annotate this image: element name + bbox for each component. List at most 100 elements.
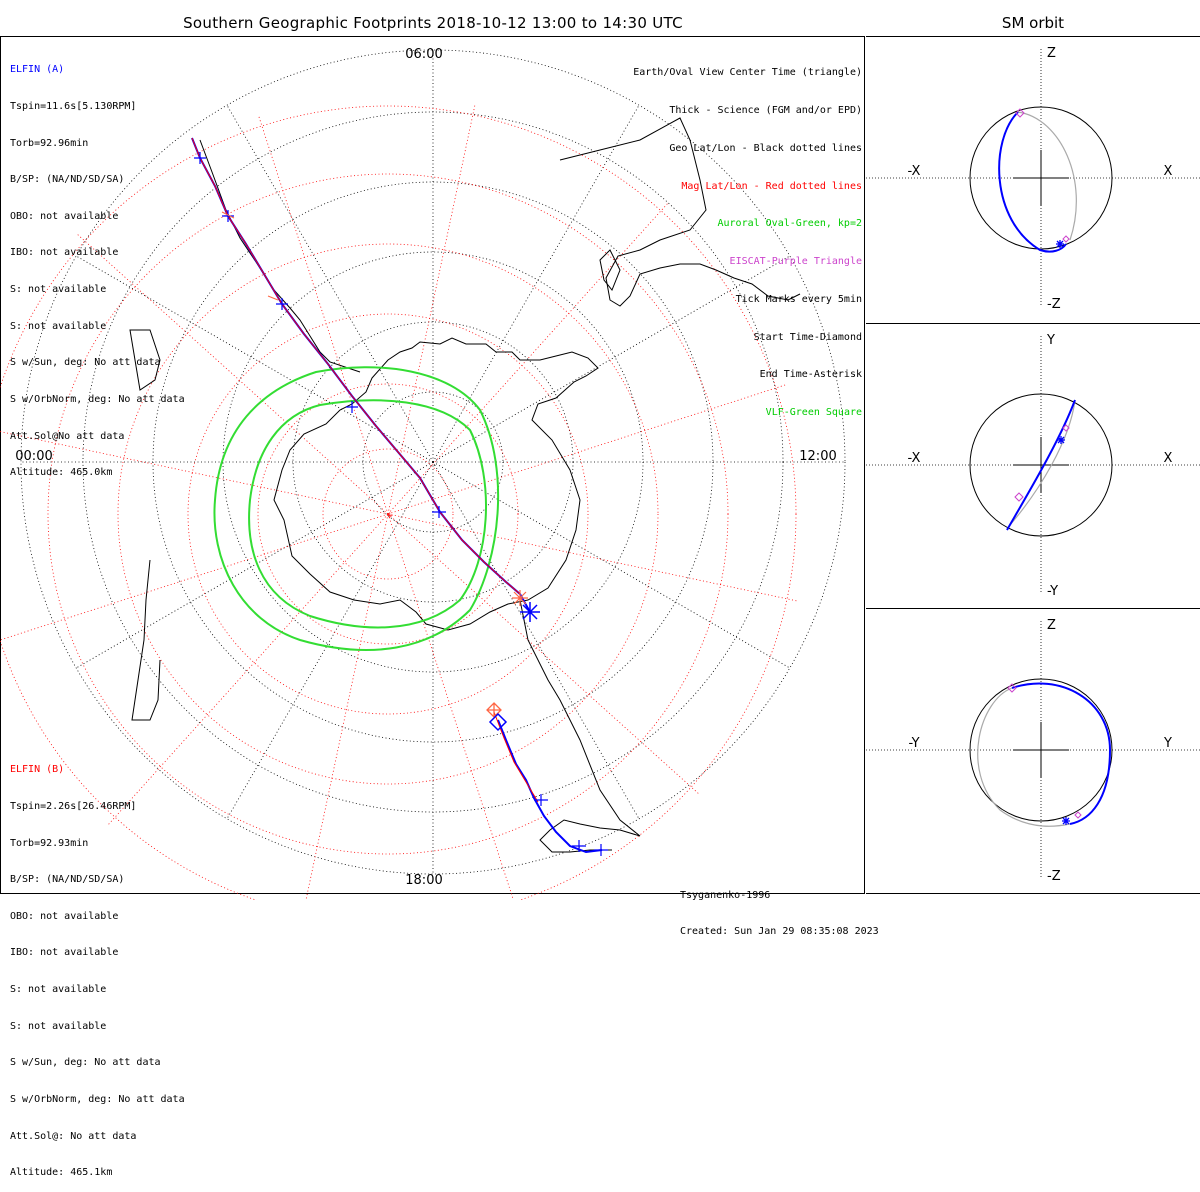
sm-start-diamond [1015,108,1025,118]
elfin-b-line: S w/Sun, deg: No att data [10,1057,161,1069]
sm-axis-label-right: X [1164,451,1173,466]
elfin-b-info: ELFIN (B) Tspin=2.26s[26.46RPM] Torb=92.… [10,740,185,1192]
elfin-b-line: IBO: not available [10,947,119,959]
mag-meridian [106,513,389,827]
elfin-a-line: OBO: not available [10,210,119,222]
sm-panel: Z -Z -X X [866,46,1200,312]
australia-coast [519,599,641,853]
geo-pole-marker: · [433,461,436,471]
elfin-a-line: B/SP: (NA/ND/SD/SA) [10,174,125,186]
mag-meridian [257,114,389,515]
sm-start-diamond-b [1062,235,1070,243]
mag-meridian [0,431,389,515]
mag-meridian [387,383,788,515]
sm-orbit-a [998,111,1067,253]
legend-item: Earth/Oval View Center Time (triangle) [633,67,862,79]
map-frame [0,36,865,894]
polar-map: + · [0,49,846,900]
sm-orbit-b [1009,399,1076,526]
sm-axis-label-left: -X [908,164,921,179]
sm-orbit-a [1006,399,1076,531]
elfin-b-line: OBO: not available [10,910,119,922]
sm-orbit-b [977,687,1071,827]
mag-meridian [75,232,389,515]
elfin-a-line: Tspin=11.6s[5.130RPM] [10,101,137,113]
mag-meridian [305,513,389,900]
mag-lat-circle [322,448,454,580]
sm-orbit-panels: Z -Z -X X Y -Y -X X Z -Z -Y Y [866,46,1200,884]
legend-item: VLF-Green Square [765,407,862,419]
elfin-b-ticks [221,211,279,301]
sm-end-asterisk [1062,817,1070,825]
sm-axis-label-left: -X [908,451,921,466]
sm-axis-label-left: -Y [908,736,919,751]
elfin-b-trace-south [497,719,603,854]
island-1 [129,329,161,391]
legend-item: Start Time-Diamond [753,331,862,343]
geo-meridian [432,461,791,669]
elfin-b-trace-south-red [493,711,539,803]
mag-meridian [387,103,476,515]
elfin-a-start-diamond [488,712,508,732]
elfin-b-line: S w/OrbNorm, deg: No att data [10,1093,185,1105]
elfin-a-line: S w/OrbNorm, deg: No att data [10,393,185,405]
sm-axis-label-bottom: -Z [1047,869,1061,884]
footprint-figure: + · 06:00 12:00 18:00 00:00 Z -Z -X X Y -Y -X X… [0,36,1200,900]
antarctica-coast [273,337,599,631]
elfin-b-line: B/SP: (NA/ND/SD/SA) [10,874,125,886]
geo-grid [20,49,846,875]
model-name: Tsyganenko-1996 [680,890,771,901]
sm-orbit-b [1017,111,1077,241]
south-america-coast [199,139,361,373]
mag-pole-marker: + [386,511,394,521]
legend-item: Auroral Oval-Green, kp=2 [717,218,863,230]
elfin-b-trace [191,137,521,595]
elfin-a-name: ELFIN (A) [10,64,65,76]
map-label-bottom: 18:00 [405,873,442,888]
map-label-top: 06:00 [405,47,442,62]
elfin-a-line: Torb=92.96min [10,137,89,149]
mag-grid [0,103,799,900]
mag-meridian [387,513,701,796]
sm-panel: Z -Z -Y Y [866,618,1200,884]
geo-meridian [432,104,640,463]
sm-axis-label-bottom: -Y [1047,584,1058,599]
elfin-b-end-asterisk [512,590,528,606]
elfin-b-line: Torb=92.93min [10,837,89,849]
elfin-a-line: Att.Sol@No att data [10,430,125,442]
mag-meridian [387,513,514,900]
mag-lat-circle [0,105,797,900]
sm-axis-label-top: Y [1046,333,1055,348]
sm-start-diamond-b [1062,424,1070,432]
sm-panel: Y -Y -X X [866,333,1200,599]
legend-item: Mag Lat/Lon - Red dotted lines [681,180,862,192]
geo-meridian [432,461,640,820]
geo-meridian [226,104,434,463]
elfin-a-info: ELFIN (A) Tspin=11.6s[5.130RPM] Torb=92.… [10,40,185,492]
mag-meridian [0,513,389,641]
elfin-b-line: Altitude: 465.1km [10,1167,113,1179]
geo-meridian [432,255,791,463]
elfin-b-line: S: not available [10,984,107,996]
elfin-a-line: S w/Sun, deg: No att data [10,357,161,369]
earth-circle [969,106,1113,250]
geo-lat-circle [20,49,846,875]
sm-axis-label-top: Z [1047,46,1056,61]
map-label-right: 12:00 [799,449,836,464]
sm-orbit-title: SM orbit [1001,14,1065,32]
geo-meridian [75,461,434,669]
elfin-a-line: S: not available [10,284,107,296]
elfin-a-trace [191,137,531,613]
sm-axis-label-top: Z [1047,618,1056,633]
legend-item: End Time-Asterisk [759,369,862,381]
sm-start-diamond [1007,683,1017,693]
legend-item: EISCAT-Purple Triangle [729,256,862,268]
elfin-a-line: Altitude: 465.0km [10,467,113,479]
mag-lat-circle [257,383,519,645]
legend: Earth/Oval View Center Time (triangle) T… [633,42,862,432]
earth-circle [969,393,1113,537]
mag-lat-circle [117,243,659,785]
elfin-b-name: ELFIN (B) [10,764,65,776]
sm-axis-label-bottom: -Z [1047,297,1061,312]
elfin-b-line: Att.Sol@: No att data [10,1130,137,1142]
